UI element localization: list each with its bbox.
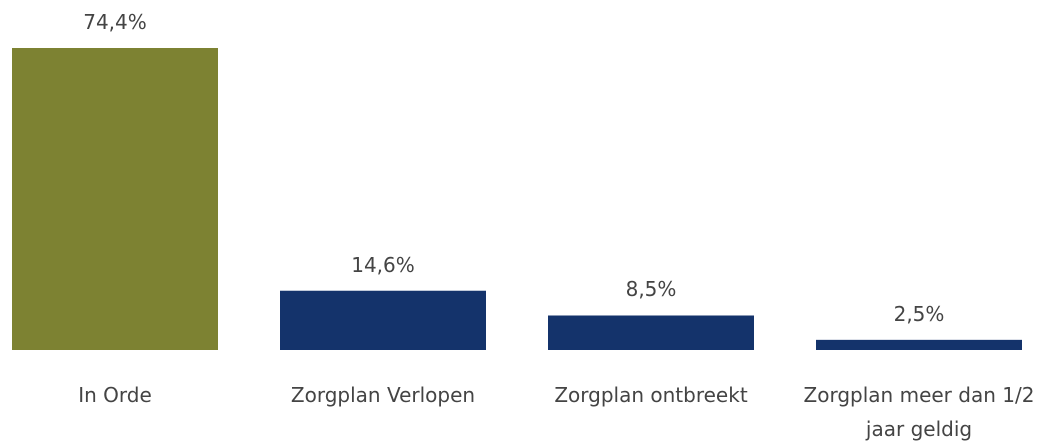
bar	[816, 339, 1022, 350]
bar	[548, 315, 754, 350]
x-tick-label: Zorgplan ontbreekt	[554, 383, 748, 407]
value-label: 2,5%	[893, 301, 945, 326]
x-tick-label: Zorgplan meer dan 1/2 jaar geldig	[803, 383, 1035, 441]
x-tick-label: Zorgplan Verlopen	[290, 383, 476, 407]
value-label: 14,6%	[351, 252, 415, 277]
value-label: 74,4%	[83, 10, 147, 34]
bar	[12, 48, 218, 350]
x-tick-label: In Orde	[78, 383, 152, 407]
bar	[280, 290, 486, 350]
value-label: 8,5%	[625, 277, 677, 302]
